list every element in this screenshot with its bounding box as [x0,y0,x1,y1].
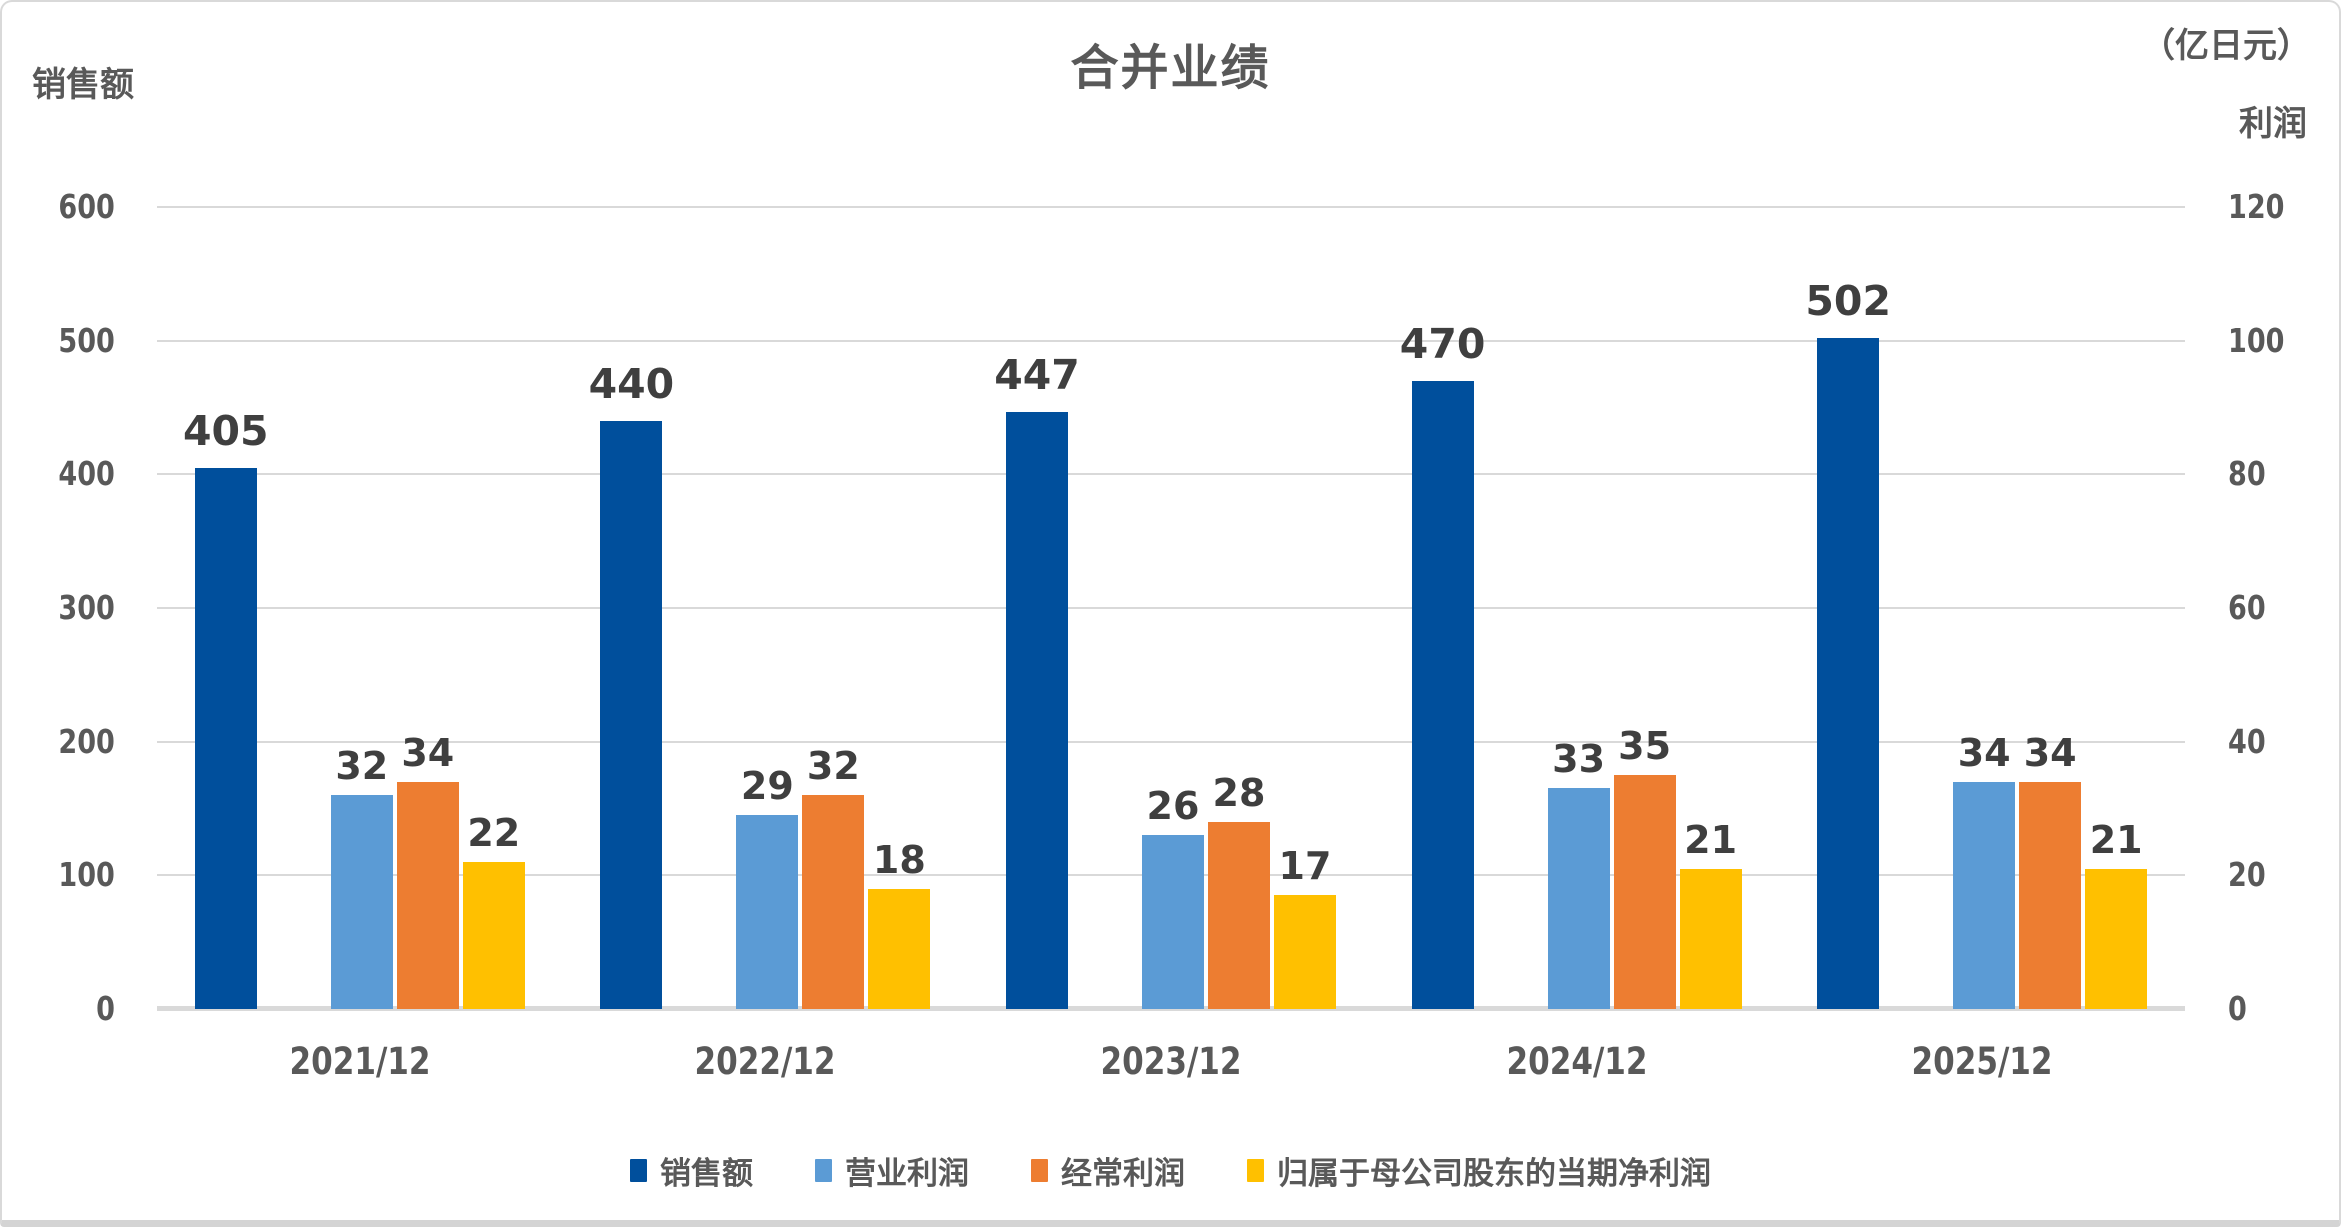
bar-group-2021/12: 405 32 34 22 [157,207,563,1009]
legend-marker-icon [630,1159,647,1182]
bar-value-label: 17 [1278,844,1332,889]
bar-value-label: 32 [806,744,860,789]
bar-group-2025/12: 502 34 34 21 [1779,207,2185,1009]
gridline [157,607,2185,609]
bar-group-2023/12: 447 26 28 17 [968,207,1374,1009]
bar-value-label: 22 [467,810,521,855]
bar-group-2024/12: 470 33 35 21 [1374,207,1780,1009]
x-tick-label: 2023/12 [1100,1040,1242,1083]
legend-marker-icon [1247,1159,1264,1182]
bar-value-label: 34 [401,730,455,775]
legend-label: 经常利润 [1061,1156,1185,1192]
x-tick-label: 2025/12 [1911,1040,2053,1083]
y-tick-label-left: 300 [58,588,115,627]
bar-series-2 [1613,775,1676,1009]
bar-value-label: 502 [1805,277,1891,325]
bar-value-label: 32 [335,744,389,789]
x-tick-label: 2024/12 [1506,1040,1648,1083]
legend-item: 销售额 [630,1148,753,1193]
bar-series-0 [1411,380,1474,1009]
bar-series-1 [1547,788,1610,1009]
x-tick-label: 2022/12 [694,1040,836,1083]
y-tick-label-right: 40 [2228,721,2266,761]
bar-value-label: 440 [588,359,675,408]
y-tick-label-left: 500 [58,320,115,360]
legend-item: 归属于母公司股东的当期净利润 [1247,1148,1711,1193]
legend-label: 营业利润 [845,1156,969,1192]
bar-series-3 [1679,868,1742,1009]
bar-series-1 [736,815,799,1009]
y-tick-label-right: 60 [2228,588,2266,627]
chart-title: 合并业绩 [1070,40,1271,96]
legend: 销售额 营业利润 经常利润 归属于母公司股东的当期净利润 [2,1148,2339,1193]
bar-value-label: 405 [183,406,269,455]
bar-series-0 [1005,411,1068,1009]
legend-label: 归属于母公司股东的当期净利润 [1277,1156,1711,1192]
x-tick-label: 2021/12 [289,1040,431,1083]
gridline [157,740,2185,743]
bar-value-label: 29 [740,764,794,809]
bar-value-label: 35 [1618,724,1672,769]
y-tick-label-right: 120 [2228,187,2285,226]
right-axis-title: 利润 [2239,104,2307,144]
bar-series-2 [396,781,459,1009]
legend-item: 营业利润 [815,1148,969,1193]
bar-series-1 [330,795,393,1009]
bar-value-label: 28 [1212,770,1266,815]
legend-marker-icon [815,1159,832,1182]
legend-item: 经常利润 [1031,1148,1185,1193]
bar-value-label: 470 [1399,319,1486,368]
gridline [157,339,2185,342]
legend-label: 销售额 [660,1156,753,1192]
bar-series-1 [1141,835,1204,1009]
bar-value-label: 33 [1552,737,1606,782]
bar-value-label: 34 [2023,730,2077,775]
bar-series-0 [600,420,663,1009]
gridline [157,206,2185,208]
plot-area: 405 32 34 22 440 29 32 18 447 26 28 17 470 33 35 21 502 3… [157,206,2185,1011]
bar-value-label: 34 [1957,730,2011,775]
bar-series-0 [1817,338,1880,1009]
y-tick-label-right: 100 [2228,320,2285,360]
bar-series-1 [1953,781,2016,1009]
legend-marker-icon [1031,1159,1048,1182]
bar-series-0 [194,467,257,1009]
bar-series-3 [868,888,931,1009]
bar-value-label: 447 [994,350,1080,399]
bar-value-label: 26 [1146,784,1200,829]
bar-value-label: 21 [2089,817,2143,862]
y-tick-label-left: 0 [96,989,115,1028]
bar-series-2 [1207,821,1270,1009]
bar-series-2 [802,795,865,1009]
bar-series-3 [2085,868,2148,1009]
bar-value-label: 18 [872,837,926,882]
bar-series-3 [462,861,525,1009]
y-tick-label-right: 80 [2228,454,2266,494]
gridline [157,473,2185,476]
bar-value-label: 21 [1684,817,1738,862]
unit-label: （亿日元） [2141,26,2311,66]
bar-series-2 [2019,781,2082,1009]
bar-series-3 [1273,895,1336,1009]
y-tick-label-left: 200 [58,721,115,761]
y-tick-label-left: 600 [58,187,115,226]
y-tick-label-right: 0 [2228,989,2247,1028]
bar-group-2022/12: 440 29 32 18 [563,207,969,1009]
y-tick-label-left: 100 [58,855,115,895]
left-axis-title: 销售额 [32,65,134,105]
y-tick-label-left: 400 [58,454,115,494]
y-tick-label-right: 20 [2228,855,2266,895]
